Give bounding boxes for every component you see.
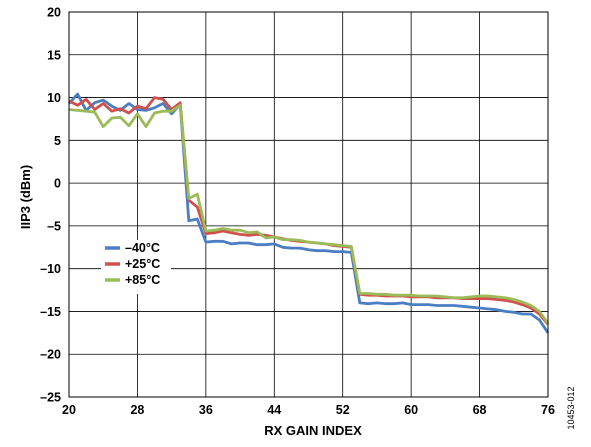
grid-layer: [69, 12, 548, 397]
y-tick-label: 5: [54, 134, 61, 148]
legend-label-minus-40c: –40°C: [125, 241, 160, 255]
legend-label-plus-85c: +85°C: [125, 273, 160, 287]
series-layer: [67, 92, 550, 334]
y-tick-label: 15: [47, 48, 61, 62]
series-line-plus-85c: [68, 103, 550, 325]
x-tick-label: 68: [473, 403, 487, 417]
y-axis-title: IIP3 (dBm): [18, 165, 33, 229]
y-tick-label: 0: [54, 177, 61, 191]
figure-id-label: 10453-012: [566, 386, 576, 429]
x-axis-title: RX GAIN INDEX: [264, 423, 362, 438]
legend-label-plus-25c: +25°C: [125, 257, 160, 271]
y-tick-label: –10: [40, 262, 61, 276]
x-tick-label: 28: [130, 403, 144, 417]
series-line-minus-40c: [67, 92, 550, 334]
x-tick-label: 60: [404, 403, 418, 417]
x-tick-label: 20: [62, 403, 76, 417]
legend: –40°C +25°C +85°C: [101, 240, 171, 294]
y-tick-label: 10: [47, 91, 61, 105]
x-tick-label: 52: [336, 403, 350, 417]
plot-frame: [68, 11, 549, 398]
x-tick-label: 36: [199, 403, 213, 417]
y-tick-label: –5: [47, 219, 61, 233]
y-tick-label: –15: [40, 305, 61, 319]
y-tick-label: 20: [47, 6, 61, 20]
y-tick-label: –20: [40, 348, 61, 362]
x-tick-label: 44: [267, 403, 281, 417]
y-tick-label: –25: [40, 391, 61, 405]
x-tick-label: 76: [541, 403, 555, 417]
